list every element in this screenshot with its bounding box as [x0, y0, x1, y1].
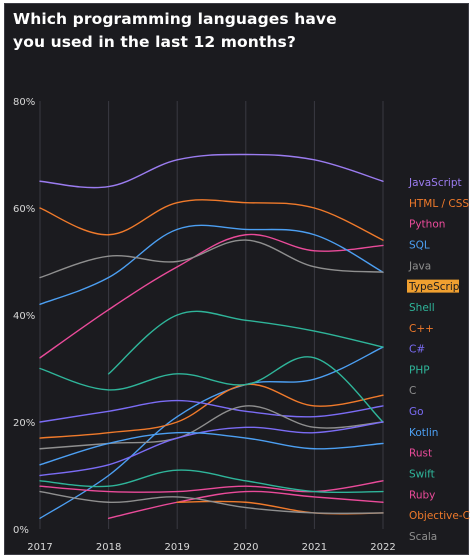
series-label-kotlin: Kotlin: [409, 427, 438, 439]
series-labels: JavaScript HTML / CSS Python SQL Java TypeScr…: [407, 177, 470, 543]
x-tick-label: 2018: [96, 542, 121, 553]
series-label-c-: C#: [409, 344, 425, 356]
y-tick-label: 40%: [13, 311, 35, 322]
series-line-php: [39, 356, 384, 423]
series-lines: [39, 153, 384, 519]
series-line-html-css: [39, 199, 384, 241]
highlight-box: [407, 279, 459, 293]
x-tick-label: 2019: [164, 542, 189, 553]
x-tick-label: 2020: [233, 542, 258, 553]
series-line-scala: [39, 490, 384, 515]
series-line-kotlin: [39, 431, 384, 466]
series-label-shell: Shell: [409, 302, 435, 314]
series-label-sql: SQL: [409, 239, 430, 251]
series-line-c-: [39, 383, 384, 439]
series-label-swift: Swift: [409, 469, 435, 481]
series-line-ruby: [107, 490, 384, 519]
series-label-scala: Scala: [409, 531, 437, 543]
x-tick-label: 2022: [370, 542, 395, 553]
series-line-javascript: [39, 153, 384, 189]
x-tick-label: 2021: [302, 542, 327, 553]
series-label-c-: C++: [409, 323, 434, 335]
series-line-java: [39, 239, 384, 279]
series-line-c-: [39, 399, 384, 423]
series-label-c: C: [409, 385, 416, 397]
series-line-c: [39, 405, 384, 450]
series-line-go: [39, 421, 384, 477]
chart-title: Which programming languages have you use…: [13, 10, 337, 51]
series-label-objective-c: Objective-C: [409, 510, 470, 522]
series-label-rust: Rust: [409, 448, 432, 460]
chart-card: Which programming languages have you use…: [4, 3, 470, 555]
series-line-swift: [39, 469, 384, 494]
series-line-python: [39, 233, 384, 359]
series-label-ruby: Ruby: [409, 489, 435, 501]
series-label-go: Go: [409, 406, 424, 418]
series-label-typescript: TypeScript: [408, 281, 464, 293]
y-tick-label: 60%: [13, 204, 35, 215]
series-line-sql: [39, 224, 384, 305]
series-label-python: Python: [409, 219, 445, 231]
x-tick-label: 2017: [27, 542, 52, 553]
series-label-php: PHP: [409, 364, 430, 376]
series-label-javascript: JavaScript: [408, 177, 462, 189]
y-tick-label: 0%: [13, 525, 29, 536]
x-axis-ticks: 2017 2018 2019 2020 2021 2022: [27, 542, 395, 553]
series-line-objective-c: [176, 500, 384, 515]
series-line-shell: [107, 310, 384, 375]
y-axis-ticks: 0% 20% 40% 60% 80%: [13, 97, 35, 536]
y-tick-label: 20%: [13, 418, 35, 429]
line-chart: 0%20%40%60%80% 2017 2018 2019 2020 2021 2022 …: [13, 97, 470, 553]
series-line-typescript: [39, 346, 384, 519]
series-label-java: Java: [408, 260, 431, 272]
series-line-rust: [39, 480, 384, 493]
y-tick-label: 80%: [13, 97, 35, 108]
gridlines: [39, 101, 384, 529]
series-label-html-css: HTML / CSS: [409, 198, 469, 210]
